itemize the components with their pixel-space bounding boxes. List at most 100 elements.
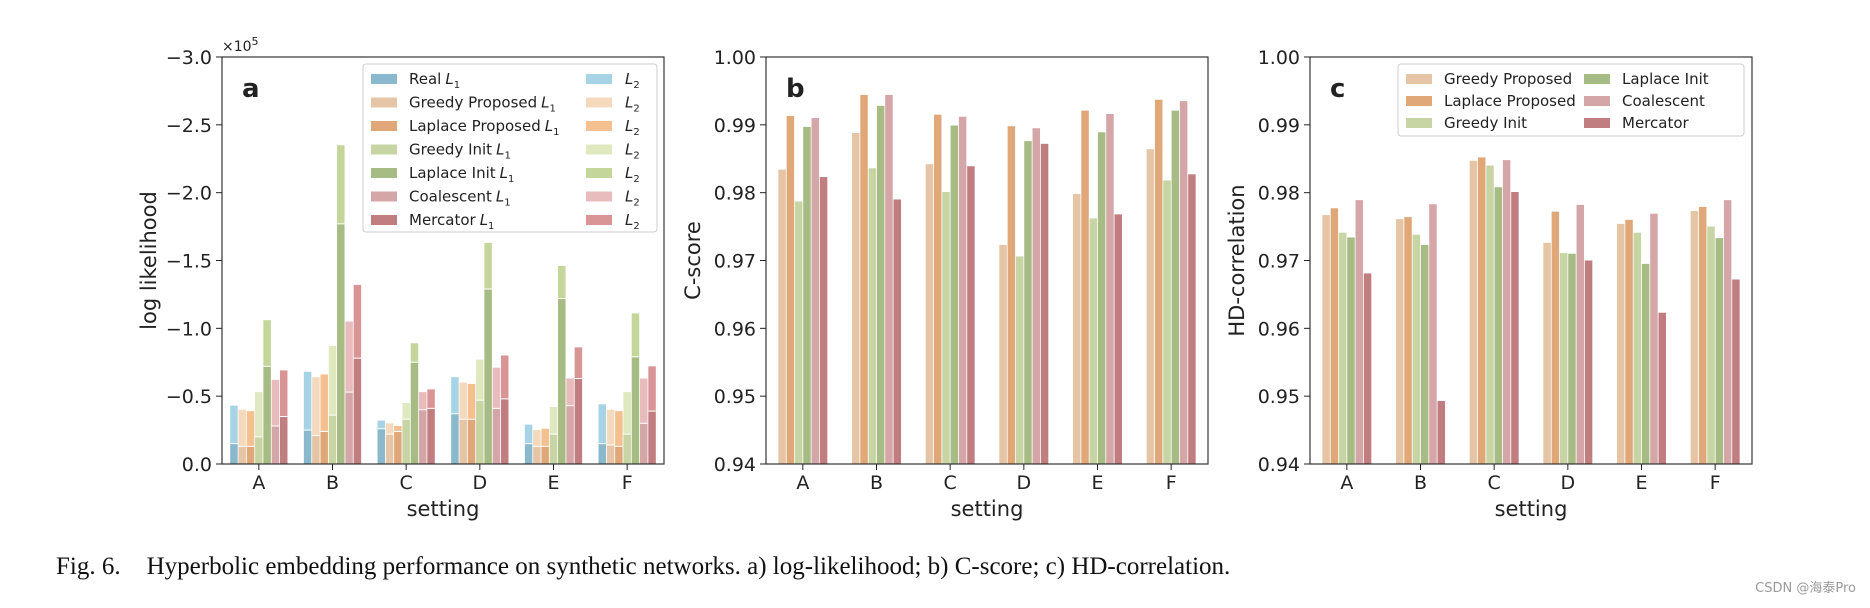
bar-b-mercator-C — [967, 166, 975, 464]
bar-a-real-l1-C — [377, 428, 386, 464]
x-axis-label: setting — [951, 497, 1024, 521]
y-axis-label: log likelihood — [137, 191, 161, 330]
bar-a-laplace-init-l1-F — [631, 356, 640, 464]
bar-b-laplace-proposed-C — [933, 114, 942, 465]
y-tick-label: 0.99 — [714, 115, 756, 137]
y-tick-label: −3.0 — [166, 47, 212, 69]
bar-c-coalescent-C — [1502, 160, 1511, 464]
y-tick-label: −2.0 — [166, 183, 212, 205]
bar-b-laplace-init-A — [803, 126, 811, 464]
bar-a-coalescent-l1-E — [566, 405, 574, 464]
bar-c-laplace-proposed-F — [1698, 206, 1707, 464]
panel-a: −3.0 −2.5 −2.0 −1.5 −1.0 −0.5 0.0 A B C D E Fsetting… — [137, 35, 665, 521]
bar-a-laplace-proposed-l1-C — [394, 431, 402, 464]
bar-a-greedy-init-l1-D — [476, 400, 484, 464]
x-tick-label: A — [796, 472, 809, 494]
bar-a-laplace-init-l1-D — [484, 288, 492, 464]
legend-l-subscript: 1 — [550, 104, 556, 115]
x-tick-label: E — [1091, 472, 1103, 494]
bar-c-greedy-proposed-F — [1690, 210, 1699, 464]
bar-a-greedy-init-l1-F — [623, 434, 631, 464]
x-tick-label: A — [1340, 472, 1353, 494]
legend-entry: Coalescent — [1622, 92, 1705, 110]
legend-panel-c: Greedy Proposed Laplace Proposed Greedy In… — [1397, 63, 1745, 137]
legend-l-symbol: L — [625, 141, 633, 159]
bar-b-greedy-init-E — [1089, 218, 1098, 464]
bar-c-greedy-init-F — [1707, 226, 1715, 464]
bar-a-laplace-init-l2-F — [631, 313, 640, 357]
legend-swatch-l1 — [371, 121, 397, 131]
figure: −3.0 −2.5 −2.0 −1.5 −1.0 −0.5 0.0 A B C D E Fsetting… — [137, 35, 1753, 521]
legend-l-subscript: 1 — [488, 221, 494, 232]
legend-swatch — [1406, 96, 1432, 106]
bar-c-greedy-init-C — [1486, 165, 1494, 465]
bar-a-real-l2-B — [303, 371, 312, 431]
legend-swatch — [1584, 74, 1610, 84]
bar-b-laplace-init-F — [1171, 110, 1180, 465]
legend-swatch-l1 — [371, 97, 397, 108]
bar-c-greedy-init-B — [1412, 234, 1421, 464]
legend-l-subscript: 1 — [504, 151, 510, 162]
bar-a-laplace-proposed-l2-B — [320, 374, 328, 432]
x-tick-label: D — [473, 472, 488, 494]
bar-b-mercator-B — [893, 199, 901, 464]
bar-a-greedy-init-l2-D — [476, 359, 484, 401]
legend-swatch-l2 — [586, 121, 612, 131]
y-tick-label: 0.95 — [714, 386, 756, 408]
bar-a-laplace-proposed-l1-E — [541, 446, 549, 464]
bar-a-laplace-proposed-l1-B — [320, 431, 328, 464]
legend-l-symbol: L — [625, 164, 633, 182]
y-tick-label: 0.99 — [1258, 115, 1300, 137]
bar-c-mercator-C — [1511, 191, 1519, 464]
legend-entry-l2: L2 — [625, 94, 640, 115]
legend-swatch-l1 — [371, 168, 397, 178]
x-axis-label: setting — [407, 497, 480, 521]
bar-a-mercator-l2-A — [279, 370, 288, 417]
y-tick-label: −1.5 — [166, 251, 212, 273]
x-tick-label: F — [622, 472, 633, 494]
bar-a-mercator-l2-E — [574, 347, 583, 379]
y-tick-label: 0.96 — [1258, 318, 1300, 340]
x-tick-label: A — [252, 472, 265, 494]
figure-caption: Fig. 6. Hyperbolic embedding performance … — [56, 553, 1230, 581]
bar-a-coalescent-l2-F — [640, 378, 648, 424]
caption-text: Hyperbolic embedding performance on synt… — [146, 553, 1231, 580]
legend-series-name: Laplace Init — [409, 164, 496, 182]
bar-a-laplace-proposed-l1-A — [246, 446, 255, 464]
bar-c-greedy-proposed-E — [1617, 223, 1625, 464]
panel-c: 1.00 0.99 0.98 0.97 0.96 0.95 0.94 A B C D E Fsettin… — [1225, 47, 1753, 521]
bar-a-laplace-init-l2-D — [484, 242, 492, 289]
bar-c-laplace-init-C — [1494, 187, 1503, 465]
bar-b-laplace-init-E — [1097, 132, 1106, 465]
legend-entry-l2: L2 — [625, 164, 640, 185]
bar-b-mercator-D — [1040, 143, 1049, 464]
legend-entry-l2: L2 — [625, 117, 640, 138]
bar-a-coalescent-l1-C — [419, 409, 427, 464]
x-tick-label: F — [1166, 472, 1177, 494]
x-tick-label: D — [1017, 472, 1032, 494]
legend-entry-l1: Real L1 — [409, 70, 460, 91]
bar-a-greedy-proposed-l1-C — [385, 434, 394, 464]
bar-b-laplace-proposed-F — [1154, 99, 1163, 465]
legend-series-name: Laplace Proposed — [409, 117, 541, 135]
bar-b-coalescent-C — [958, 116, 967, 465]
bar-a-laplace-init-l2-B — [337, 145, 345, 224]
bar-a-greedy-init-l2-C — [402, 402, 410, 420]
bar-b-mercator-F — [1188, 174, 1196, 464]
bar-b-greedy-proposed-E — [1073, 194, 1081, 465]
bar-c-coalescent-F — [1723, 200, 1732, 464]
legend-l-symbol: L — [625, 70, 633, 88]
bar-b-mercator-E — [1114, 214, 1122, 464]
legend-swatch-l2 — [586, 215, 612, 225]
bar-a-mercator-l2-F — [648, 366, 656, 412]
bar-c-laplace-init-E — [1641, 263, 1650, 464]
bar-b-greedy-init-F — [1163, 180, 1171, 464]
bar-a-mercator-l1-F — [648, 411, 656, 464]
bar-a-coalescent-l1-A — [271, 426, 280, 464]
y-axis-label: C-score — [681, 221, 705, 300]
y-tick-label: 0.96 — [714, 318, 756, 340]
bar-a-laplace-init-l1-B — [337, 223, 345, 464]
bar-b-greedy-proposed-C — [925, 164, 934, 464]
exponent-power: 5 — [252, 35, 259, 48]
bar-a-laplace-proposed-l2-F — [615, 411, 623, 447]
